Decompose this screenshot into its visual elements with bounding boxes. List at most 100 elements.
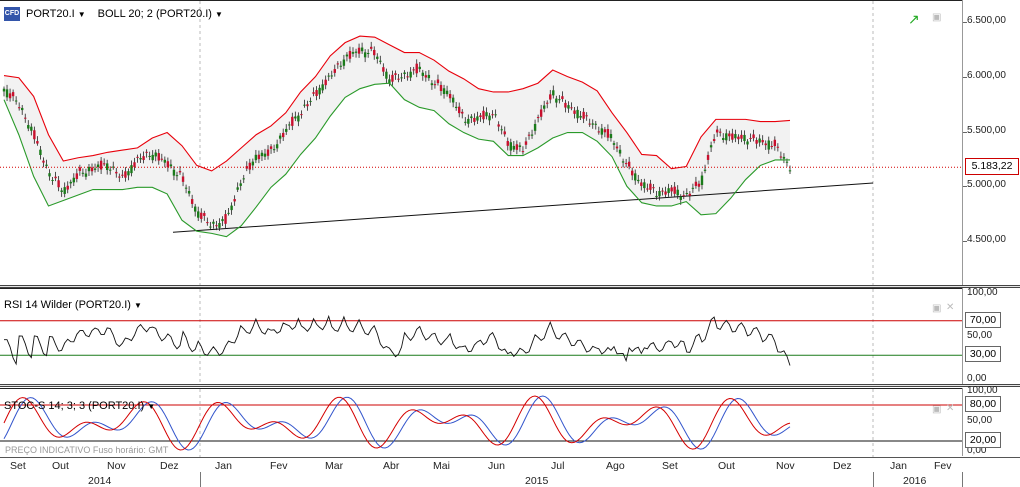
candle-body (788, 170, 792, 172)
candle-body (263, 153, 267, 157)
candle-body (42, 160, 45, 163)
candle-body (570, 107, 573, 109)
stoc-axis: 100,00 50,00 0,00 80,00 20,00 (962, 385, 1020, 456)
candle-body (36, 141, 39, 144)
candle-body (785, 161, 789, 163)
price-chart-panel[interactable]: CFD PORT20.I ▼ BOLL 20; 2 (PORT20.I) ▼ ↗ ▣ (0, 0, 962, 286)
month-label: Ago (606, 460, 625, 472)
candle-body (415, 63, 418, 74)
candle-body (530, 134, 534, 136)
candle-body (309, 100, 312, 102)
trend-arrow-icon[interactable]: ↗ (908, 11, 920, 27)
candle (676, 185, 679, 199)
candle (112, 161, 115, 170)
candle-body (473, 117, 476, 122)
price-chart[interactable] (0, 1, 962, 286)
rsi-indicator-selector[interactable]: RSI 14 Wilder (PORT20.I) ▼ (4, 299, 142, 311)
candle-body (99, 160, 103, 170)
candle (81, 168, 85, 177)
candle-body (288, 124, 291, 126)
candle (442, 84, 446, 99)
candle (318, 84, 321, 100)
stoc-indicator-selector[interactable]: STOC-S 14; 3; 3 (PORT20.I) ▼ (4, 400, 156, 412)
candle-body (421, 72, 424, 76)
price-tick-mark (963, 76, 967, 78)
rsi-panel[interactable]: RSI 14 Wilder (PORT20.I) ▼ ▣ ✕ (0, 288, 962, 385)
candle-body (139, 158, 142, 160)
candle (221, 216, 224, 226)
candle-body (112, 166, 115, 168)
stoc-d-line (3, 395, 791, 451)
candle-body (363, 52, 367, 58)
rsi-tick-label: 50,00 (967, 330, 993, 341)
candle (14, 96, 18, 105)
candle (376, 53, 379, 64)
candle (427, 70, 431, 81)
candle (24, 113, 27, 123)
candle (190, 194, 194, 208)
stoc-panel-header: STOC-S 14; 3; 3 (PORT20.I) ▼ (4, 400, 155, 412)
candle (549, 89, 552, 104)
candle (300, 110, 303, 119)
rsi-level-30-label: 30,00 (965, 346, 1001, 363)
candle (172, 166, 176, 181)
panel-minimize-icon[interactable]: ▣ (932, 303, 942, 314)
stochastic-chart[interactable] (0, 389, 962, 457)
price-tick-label: 5.500,00 (967, 124, 1006, 136)
candle-body (269, 146, 273, 149)
candle-body (488, 115, 491, 121)
candle-body (600, 128, 604, 135)
candle (518, 142, 522, 152)
candle-body (69, 181, 72, 184)
candle (166, 157, 170, 172)
candle-body (512, 145, 516, 150)
stochastic-panel[interactable]: STOC-S 14; 3; 3 (PORT20.I) ▼ ▣ ✕ (0, 388, 962, 457)
candle-body (615, 146, 619, 149)
stoc-tick-label: 0,00 (967, 445, 987, 456)
candle (388, 74, 391, 87)
candle (342, 54, 346, 70)
panel-minimize-icon[interactable]: ▣ (932, 12, 942, 23)
year-label: 2014 (88, 475, 112, 487)
candle (409, 67, 412, 82)
stoc-tick-label: 50,00 (967, 415, 993, 426)
rsi-chart[interactable] (0, 289, 962, 385)
panel-separator[interactable] (0, 285, 1020, 288)
candle (309, 97, 312, 106)
year-separator (873, 472, 874, 487)
candle-body (755, 140, 758, 144)
candle-body (594, 123, 597, 125)
candle-body (342, 59, 346, 66)
bollinger-indicator-selector[interactable]: BOLL 20; 2 (PORT20.I) ▼ (97, 8, 223, 20)
panel-minimize-icon[interactable]: ▣ (932, 404, 942, 415)
candle (788, 165, 792, 174)
candle-body (555, 98, 558, 103)
candle-body (366, 53, 370, 55)
candle-body (84, 173, 88, 177)
candle-body (436, 79, 440, 84)
candle-body (178, 171, 182, 173)
candle (263, 148, 267, 160)
watermark: PREÇO INDICATIVO Fuso horário: GMT (5, 445, 169, 455)
candle (227, 207, 230, 216)
candle (439, 81, 443, 96)
candle-body (561, 96, 564, 100)
candle (130, 160, 133, 177)
candle-body (515, 144, 519, 150)
candle (33, 126, 36, 144)
candle-body (105, 163, 109, 171)
candle-body (646, 188, 649, 190)
candle (36, 136, 39, 146)
candle-body (427, 74, 431, 79)
candle-body (96, 164, 100, 168)
candle (366, 49, 370, 58)
panel-close-icon[interactable]: ✕ (946, 302, 955, 313)
symbol-selector[interactable]: PORT20.I ▼ (26, 8, 86, 20)
candle (649, 179, 652, 195)
candle-body (272, 149, 276, 151)
panel-close-icon[interactable]: ✕ (946, 403, 955, 414)
candle (600, 123, 604, 139)
candle (561, 91, 564, 102)
candle (467, 114, 470, 128)
panel-separator[interactable] (0, 384, 1020, 387)
